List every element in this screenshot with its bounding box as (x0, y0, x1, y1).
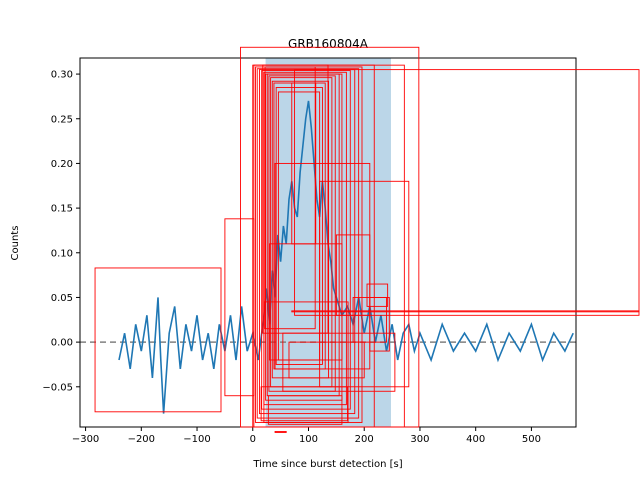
x-tick-label: 0 (250, 434, 256, 445)
y-tick-label: 0.10 (51, 248, 73, 259)
x-tick-label: −300 (72, 434, 99, 445)
annotation-box (274, 431, 287, 433)
y-axis-label: Counts (10, 226, 21, 261)
annotation-box (263, 71, 347, 406)
annotation-box (260, 386, 348, 422)
x-tick-label: −100 (183, 434, 210, 445)
annotation-box (264, 66, 316, 330)
annotation-box (263, 301, 349, 423)
x-tick-label: 100 (299, 434, 318, 445)
y-tick-label: −0.05 (42, 382, 73, 393)
annotation-box (256, 68, 360, 419)
annotation-box (275, 87, 323, 365)
x-tick-label: 400 (466, 434, 485, 445)
series-line-0 (118, 100, 574, 414)
x-tick-label: 300 (410, 434, 429, 445)
x-axis-label: Time since burst detection [s] (252, 459, 402, 470)
x-axis: −300 −200 −100 0 100 200 300 400 500 (72, 427, 541, 445)
y-tick-label: 0.30 (51, 70, 73, 81)
annotation-box (288, 341, 365, 379)
annotation-box (261, 70, 351, 410)
annotation-box (319, 180, 410, 388)
y-tick-label: 0.00 (51, 338, 73, 349)
y-tick-label: 0.20 (51, 159, 73, 170)
y-axis: −0.05 0.00 0.05 0.10 0.15 0.20 0.25 0.30 (42, 70, 80, 393)
x-tick-label: 500 (522, 434, 541, 445)
annotation-box (294, 69, 640, 316)
x-tick-label: 200 (355, 434, 374, 445)
annotation-box (366, 283, 389, 307)
x-tick-label: −200 (128, 434, 155, 445)
y-tick-label: 0.15 (51, 204, 73, 215)
chart-title: GRB160804A (288, 37, 369, 51)
annotation-box (94, 267, 222, 413)
y-tick-label: 0.05 (51, 293, 73, 304)
annotation-box (282, 332, 396, 392)
annotation-boxes (94, 46, 640, 433)
annotation-box (369, 296, 390, 352)
annotation-box (267, 395, 343, 425)
annotation-box (269, 243, 343, 361)
y-tick-label: 0.25 (51, 114, 73, 125)
annotation-box (291, 310, 640, 313)
